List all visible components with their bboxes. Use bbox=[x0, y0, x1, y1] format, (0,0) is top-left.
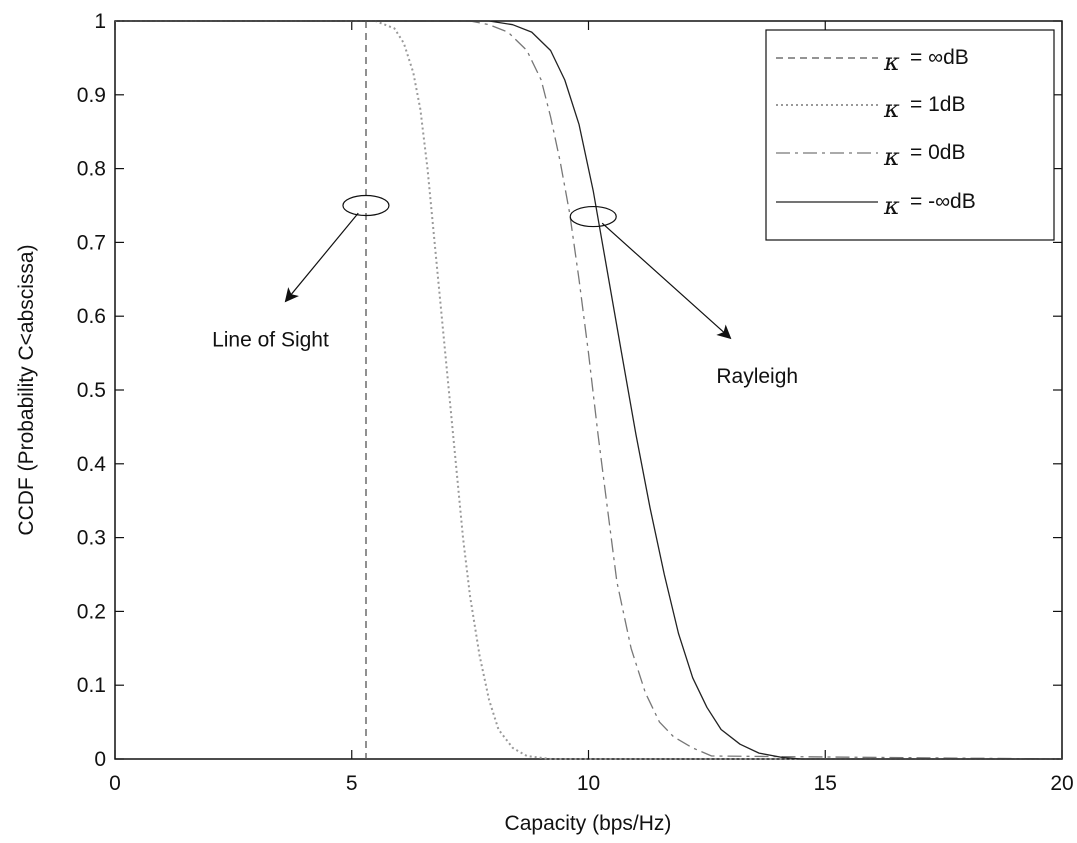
series-line-3 bbox=[115, 20, 1063, 760]
y-tick-label: 0.3 bbox=[77, 527, 106, 550]
y-tick-label: 0.7 bbox=[77, 231, 106, 254]
legend-label-2: = 1dB bbox=[910, 93, 965, 116]
annotation-label-1: Line of Sight bbox=[212, 328, 329, 351]
series-line-4 bbox=[115, 20, 1062, 760]
x-tick-label: 15 bbox=[814, 772, 837, 795]
x-tick-label: 0 bbox=[109, 772, 121, 795]
y-tick-label: 0.9 bbox=[77, 84, 106, 107]
legend-kappa-symbol: κ bbox=[883, 143, 900, 171]
x-tick-label: 10 bbox=[577, 772, 600, 795]
legend-kappa-symbol: κ bbox=[883, 48, 900, 76]
y-tick-label: 0.4 bbox=[77, 453, 107, 476]
y-tick-label: 0.5 bbox=[77, 379, 106, 402]
annotation-arrow-1 bbox=[284, 212, 359, 303]
annotation-label-2: Rayleigh bbox=[716, 365, 798, 388]
legend-label-3: = 0dB bbox=[910, 141, 965, 164]
legend-label-1: = ∞dB bbox=[910, 46, 969, 69]
y-tick-label: 0.1 bbox=[77, 674, 106, 697]
legend-kappa-symbol: κ bbox=[883, 192, 900, 220]
series-layer bbox=[115, 20, 1063, 760]
legend-kappa-symbol: κ bbox=[883, 95, 900, 123]
y-axis-label: CCDF (Probability C<abscissa) bbox=[15, 244, 38, 535]
x-tick-labels: 0 5 10 15 20 bbox=[109, 772, 1074, 795]
legend-box bbox=[765, 29, 1055, 241]
y-tick-label: 0.2 bbox=[77, 600, 106, 623]
legend-label-4: = -∞dB bbox=[910, 190, 976, 213]
legend: κ = ∞dB κ = 1dB κ = 0dB κ = -∞dB bbox=[765, 29, 1055, 241]
axis-ticks bbox=[114, 20, 1063, 760]
y-tick-label: 0 bbox=[94, 748, 106, 771]
y-tick-label: 0.8 bbox=[77, 158, 106, 181]
annotation-ellipse-1 bbox=[342, 194, 390, 217]
series-line-2 bbox=[115, 20, 1062, 760]
annotation-layer: Line of Sight Rayleigh bbox=[212, 194, 798, 388]
y-tick-label: 0.6 bbox=[77, 305, 106, 328]
y-tick-label: 1 bbox=[94, 10, 106, 33]
annotation-arrow-2 bbox=[601, 222, 732, 340]
x-tick-label: 20 bbox=[1050, 772, 1073, 795]
x-axis-label: Capacity (bps/Hz) bbox=[505, 812, 672, 835]
y-tick-labels: 0 0.1 0.2 0.3 0.4 0.5 0.6 0.7 0.8 0.9 1 bbox=[77, 10, 107, 771]
x-tick-label: 5 bbox=[346, 772, 358, 795]
annotation-ellipse-2 bbox=[569, 205, 617, 228]
